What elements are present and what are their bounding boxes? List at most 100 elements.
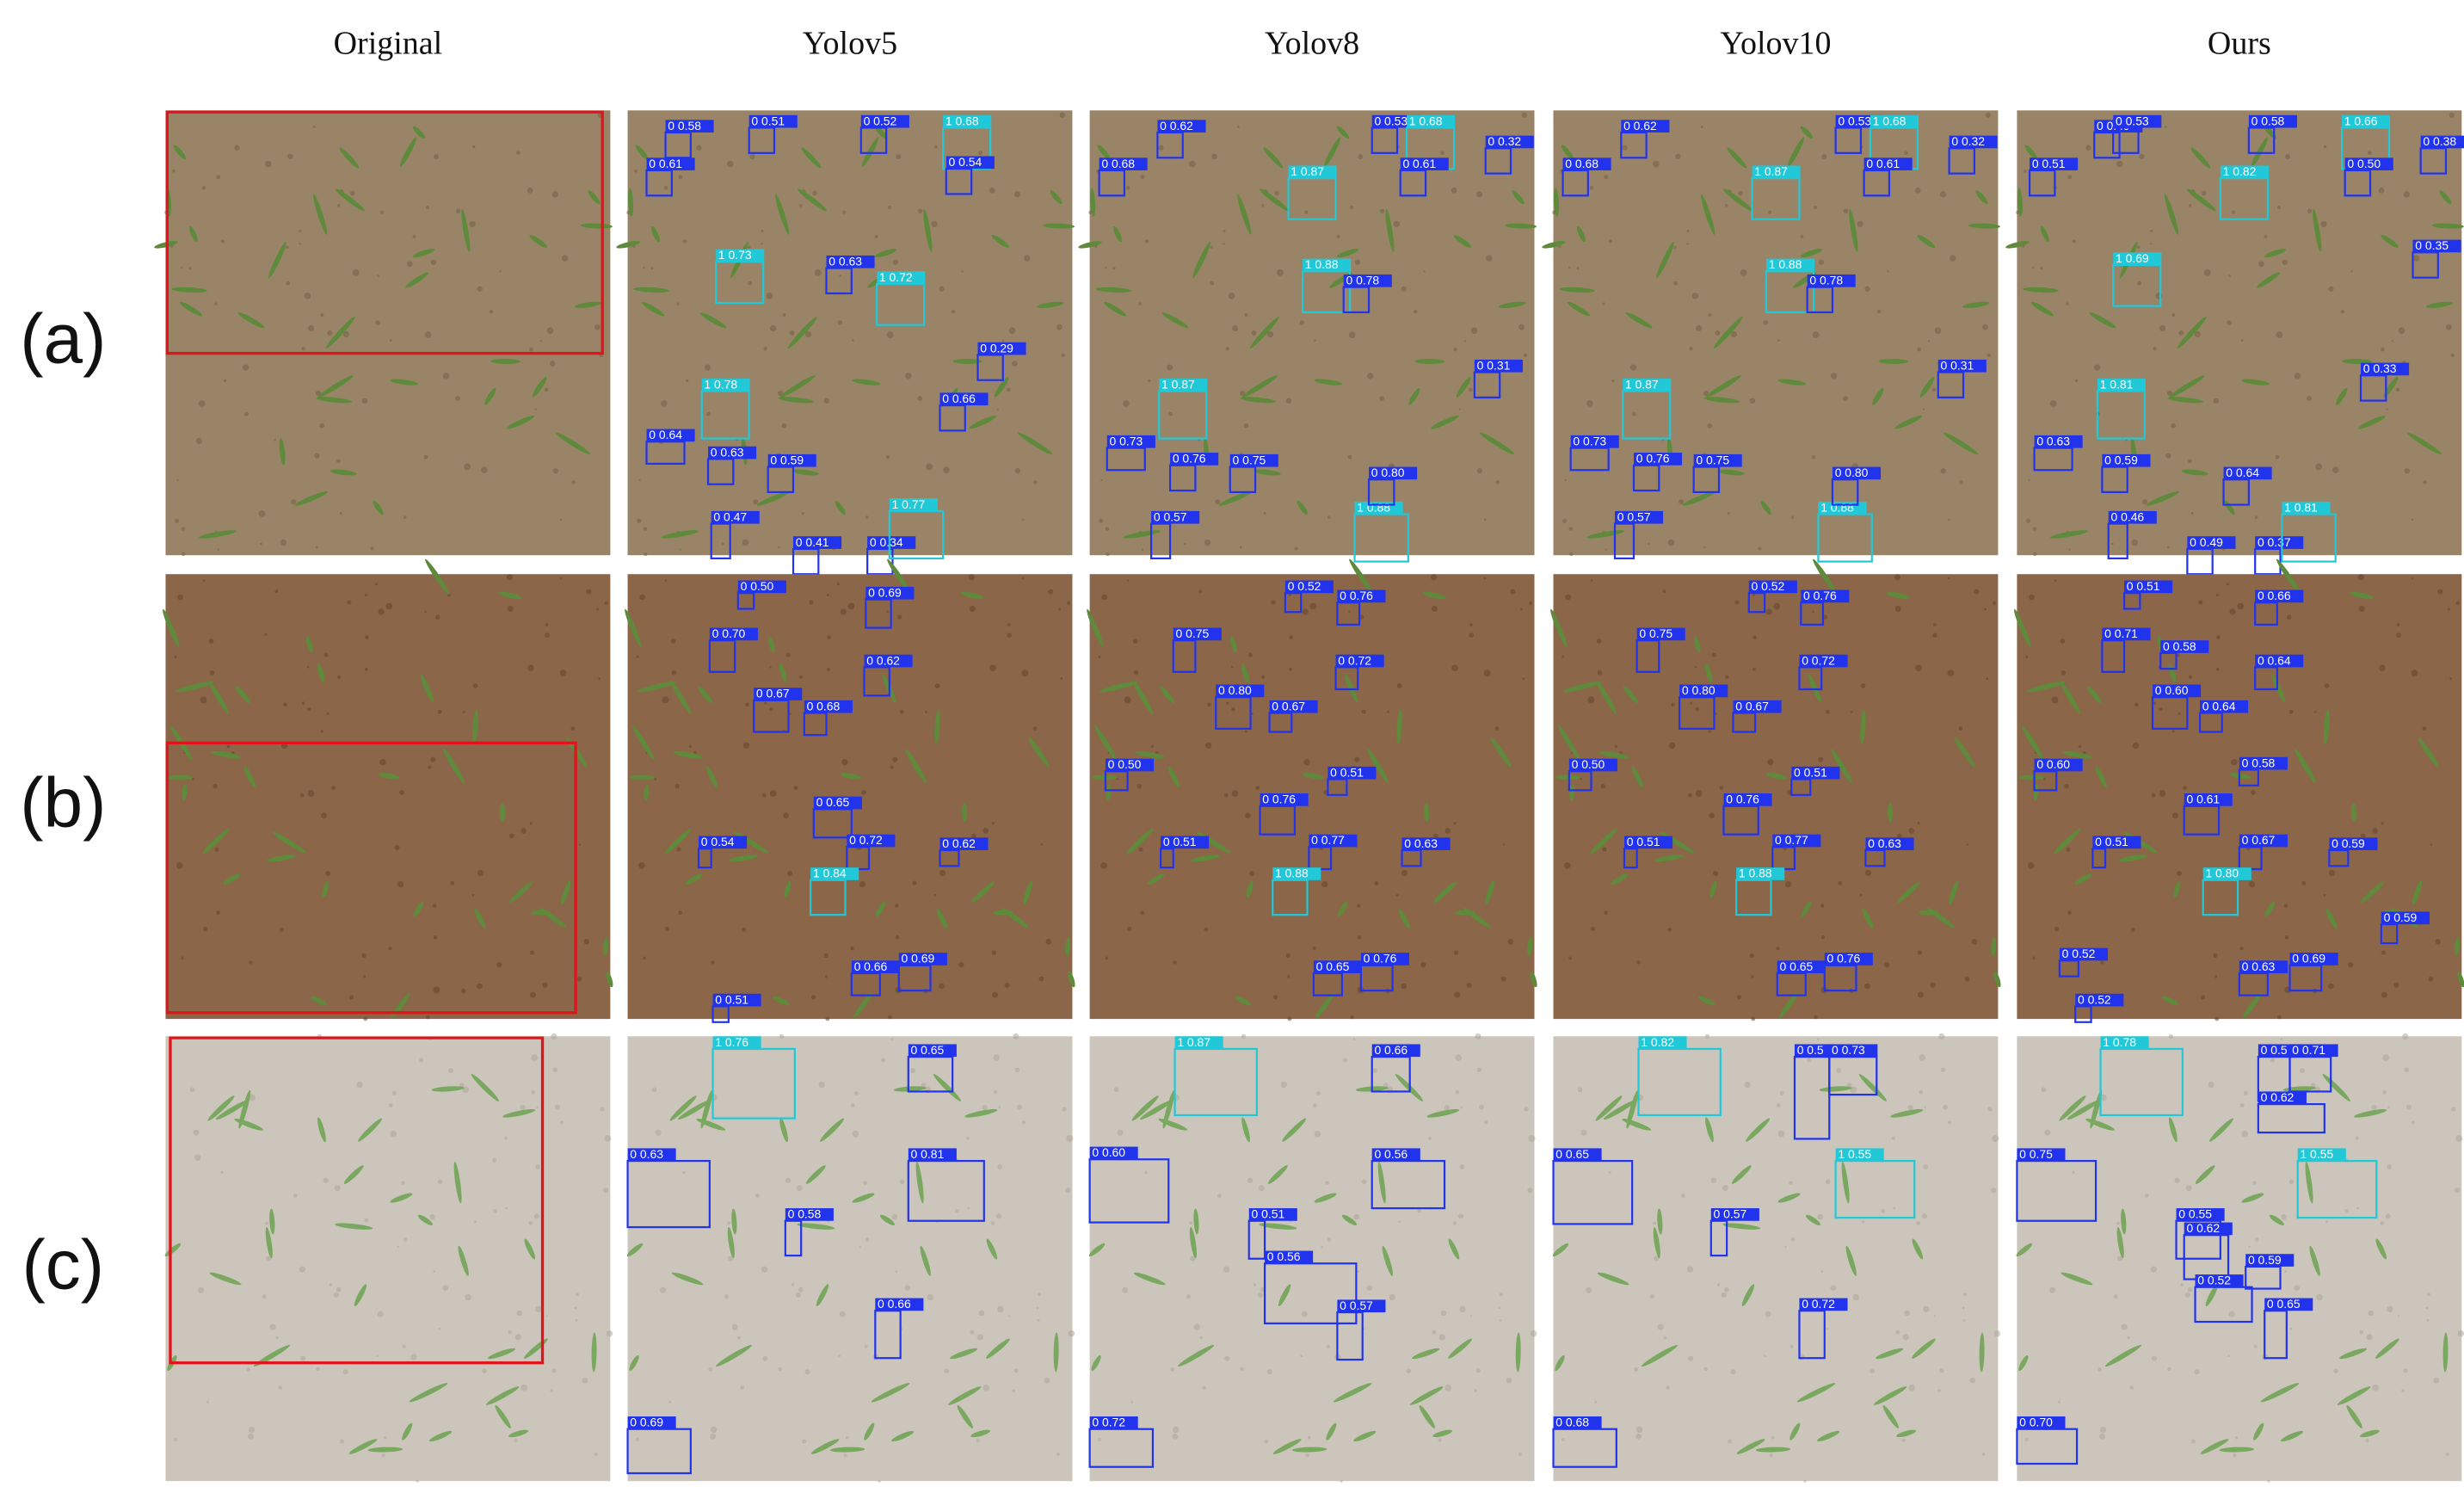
soil-speck [967,1206,970,1210]
soil-speck [1919,1054,1925,1061]
detection-tag [1288,165,1337,179]
soil-speck [1098,1438,1101,1441]
seedling [1410,1386,1444,1405]
soil-speck [1023,255,1031,262]
soil-speck [399,789,404,795]
detection-label: 0 0.70 [2019,1416,2053,1429]
soil-speck [1666,1385,1670,1390]
soil-speck [2258,261,2264,268]
detection-tag [1089,1146,1138,1160]
soil-speck [1917,347,1921,352]
field-image [2017,1036,2462,1482]
soil-speck [527,187,533,194]
soil-speck [1315,1090,1321,1095]
soil-speck [286,245,289,249]
detection-label: 0 0.50 [2347,157,2381,170]
soil-speck [1475,1033,1481,1040]
detection-tag [1303,258,1352,272]
seedling [1623,686,1639,704]
detection-label: 0 0.62 [1160,119,1193,133]
seedling [1949,880,1959,905]
detection-label: 1 0.87 [1625,377,1659,391]
detection-label: 1 0.88 [1769,257,1802,271]
soil-speck [1838,880,1843,885]
detection-label: 0 0.50 [1572,757,1605,771]
detection-box [2344,169,2372,197]
soil-speck [2032,527,2037,531]
soil-speck [1568,527,1574,531]
soil-speck [521,828,527,834]
soil-speck [2152,1355,2158,1361]
soil-speck [1469,623,1473,626]
soil-speck [1453,822,1457,825]
soil-speck [1354,259,1361,265]
soil-speck [1056,324,1063,330]
seedling [1596,681,1617,714]
seedling [209,1272,242,1286]
soil-speck [598,677,601,680]
detection-label: 1 0.68 [946,114,979,127]
soil-speck [2093,364,2100,371]
soil-speck [544,387,549,392]
soil-speck [1444,1104,1450,1110]
seedling [1603,1100,1637,1120]
seedling [279,437,286,466]
seedling [641,301,665,317]
soil-speck [1919,1090,1924,1095]
seedling [1028,737,1050,768]
detection-tag [2297,1148,2346,1162]
soil-speck [859,881,866,888]
seedling [1104,301,1127,317]
soil-speck [1013,191,1021,198]
soil-speck [1232,324,1239,332]
seedling [1282,1118,1307,1142]
soil-speck [2378,187,2385,194]
soil-speck [2333,1368,2338,1373]
soil-speck [2368,151,2372,156]
soil-speck [508,1330,513,1335]
soil-speck [1736,995,1742,1000]
soil-speck [2284,935,2289,940]
seedling [1858,1074,1887,1101]
seedling [1254,469,1281,476]
detection-label: 0 0.81 [911,1147,945,1161]
detection-label: 0 0.73 [1110,434,1143,447]
soil-speck [337,204,341,207]
soil-speck [545,1315,548,1317]
seedling [215,1100,249,1120]
seedling [2360,1429,2380,1438]
detection-label: 0 0.57 [1714,1207,1747,1221]
soil-speck [965,1136,970,1140]
soil-speck [982,1104,988,1110]
seedling [325,316,355,349]
soil-speck [2398,327,2405,335]
seedling [1315,993,1334,1019]
soil-speck [1777,339,1780,342]
detection-label: 0 0.75 [1232,453,1266,466]
soil-speck [1921,1213,1928,1219]
soil-speck [1101,594,1108,601]
seedling [1831,749,1852,784]
soil-speck [514,1334,521,1341]
detection-tag [889,498,938,511]
detection-label: 0 0.66 [878,1297,911,1311]
soil-speck [462,711,465,713]
soil-speck [764,701,767,705]
soil-speck [2248,881,2256,888]
seedling [1091,774,1118,780]
soil-speck [1167,364,1173,371]
soil-speck [244,411,249,416]
seedling [235,686,251,704]
soil-speck [1916,1221,1921,1225]
soil-speck [2294,373,2301,379]
detection-tag [2184,793,2233,806]
soil-speck [1038,1292,1041,1297]
detection-tag [1863,157,1913,170]
seedling [874,126,888,139]
soil-speck [299,229,302,232]
seedling [390,1193,413,1203]
soil-speck [1354,756,1360,762]
soil-speck [216,175,221,180]
detection-tag [1170,453,1219,466]
seedling [1385,208,1395,252]
